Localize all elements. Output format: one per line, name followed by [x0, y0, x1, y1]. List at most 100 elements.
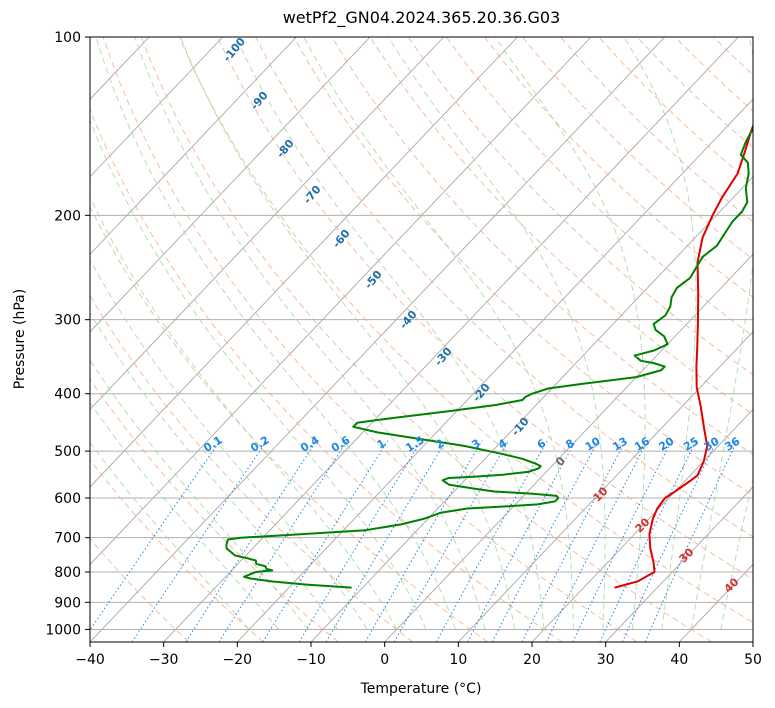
y-tick-label: 500	[54, 444, 81, 460]
dry-adiabat-label: -20	[470, 381, 493, 405]
dry-adiabat	[90, 294, 414, 642]
dry-adiabat	[90, 459, 264, 642]
moist-adiabat	[134, 37, 486, 630]
x-tick-label: 50	[744, 652, 762, 668]
dry-adiabat	[90, 205, 488, 642]
mixing-ratio-label: 4	[496, 436, 510, 451]
isotherm--100	[90, 37, 224, 178]
dry-adiabat	[522, 37, 753, 260]
profile-curves	[225, 122, 753, 589]
moist-adiabat	[235, 37, 545, 630]
mixing-ratio-line	[325, 440, 447, 642]
dry-adiabat	[178, 37, 753, 623]
dry-adiabat-label: -70	[301, 183, 324, 207]
dry-adiabat	[484, 37, 753, 298]
y-tick-label: 1000	[45, 622, 81, 638]
y-tick-label: 200	[54, 208, 81, 224]
moist-adiabat	[623, 37, 697, 630]
x-tick-label: 0	[380, 652, 389, 668]
mixing-ratio-line	[572, 440, 673, 642]
mixing-ratio-line	[298, 440, 422, 642]
isotherm--130	[0, 37, 2, 642]
temperature-curve	[614, 122, 753, 589]
moist-adiabat	[90, 196, 398, 630]
mixing-ratio-line	[435, 440, 548, 642]
mixing-ratio-line	[644, 440, 738, 642]
x-tick-label: 10	[449, 652, 467, 668]
mixing-ratio-label: 8	[563, 437, 576, 452]
dry-adiabat-label: -100	[220, 35, 248, 65]
moist-adiabat	[90, 441, 250, 630]
mixing-ratio-line	[262, 440, 389, 642]
moist-adiabat	[95, 37, 456, 630]
mixing-ratio-line	[467, 440, 577, 642]
dry-adiabat	[255, 37, 753, 538]
x-tick-label: 30	[597, 652, 615, 668]
dry-adiabat-label: -80	[274, 137, 297, 161]
x-tick-label: 40	[670, 652, 688, 668]
dry-adiabat	[560, 37, 753, 223]
mixing-ratio-label: 6	[535, 436, 549, 451]
y-tick-label: 100	[54, 30, 81, 46]
isotherm--40	[90, 37, 666, 642]
x-tick-label: −10	[296, 652, 326, 668]
dry-adiabat	[712, 37, 753, 76]
mixing-ratio-line	[131, 440, 268, 642]
dry-adiabat	[369, 37, 753, 415]
isotherm-30	[605, 486, 753, 642]
moist-adiabat-label: 40	[722, 575, 742, 595]
moist-adiabat	[720, 476, 753, 630]
moist-adiabat	[90, 312, 339, 630]
isotherm--20	[237, 98, 753, 642]
x-tick-label: −30	[149, 652, 179, 668]
moist-adiabat	[387, 37, 606, 630]
moist-adiabat-label: 30	[677, 545, 697, 565]
y-tick-label: 400	[54, 387, 81, 403]
y-tick-label: 700	[54, 531, 81, 547]
moist-adiabat	[90, 119, 427, 630]
dry-adiabat-label: -90	[248, 89, 271, 113]
dry-adiabat-label: -50	[362, 268, 385, 292]
y-tick-label: 900	[54, 595, 81, 611]
dry-adiabat	[331, 37, 753, 456]
dry-adiabat	[102, 37, 638, 642]
mixing-ratio-line	[545, 440, 648, 642]
y-tick-label: 300	[54, 313, 81, 329]
x-axis-label: Temperature (°C)	[360, 681, 482, 697]
isotherm--90	[90, 37, 297, 255]
background-lines	[0, 37, 753, 642]
dry-adiabat-label: -40	[397, 308, 420, 332]
isotherm--60	[90, 37, 518, 488]
mixing-ratio-line	[491, 440, 599, 642]
isotherm-40	[679, 563, 753, 642]
dewpoint-curve	[225, 128, 753, 589]
isotherm-10	[458, 331, 753, 642]
dry-adiabat	[636, 37, 753, 149]
isotherm--30	[163, 37, 739, 642]
mixing-ratio-line	[185, 440, 318, 642]
dry-adiabat	[407, 37, 753, 376]
x-tick-label: −40	[75, 652, 105, 668]
dry-adiabat-label: -30	[432, 345, 455, 369]
mixing-ratio-line	[364, 440, 483, 642]
chart-title: wetPf2_GN04.2024.365.20.36.G03	[282, 8, 561, 27]
x-tick-label: 20	[523, 652, 541, 668]
isotherm--80	[90, 37, 371, 333]
moist-adiabat-label: 10	[591, 484, 611, 504]
isotherm-0	[384, 253, 753, 642]
mixing-ratio-line	[621, 440, 718, 642]
mixing-ratio-line	[393, 440, 510, 642]
mixing-ratio-line	[599, 440, 697, 642]
mixing-ratio-line	[218, 440, 348, 642]
dry-adiabat	[751, 37, 753, 40]
dry-adiabat	[140, 37, 712, 642]
y-tick-label: 800	[54, 565, 81, 581]
y-tick-label: 600	[54, 491, 81, 507]
isotherm--50	[90, 37, 592, 566]
moist-adiabat	[90, 401, 280, 630]
isotherm-20	[531, 408, 753, 642]
dry-adiabat-label: -10	[509, 415, 532, 439]
y-axis-label: Pressure (hPa)	[12, 289, 28, 389]
moist-adiabat	[303, 37, 574, 630]
